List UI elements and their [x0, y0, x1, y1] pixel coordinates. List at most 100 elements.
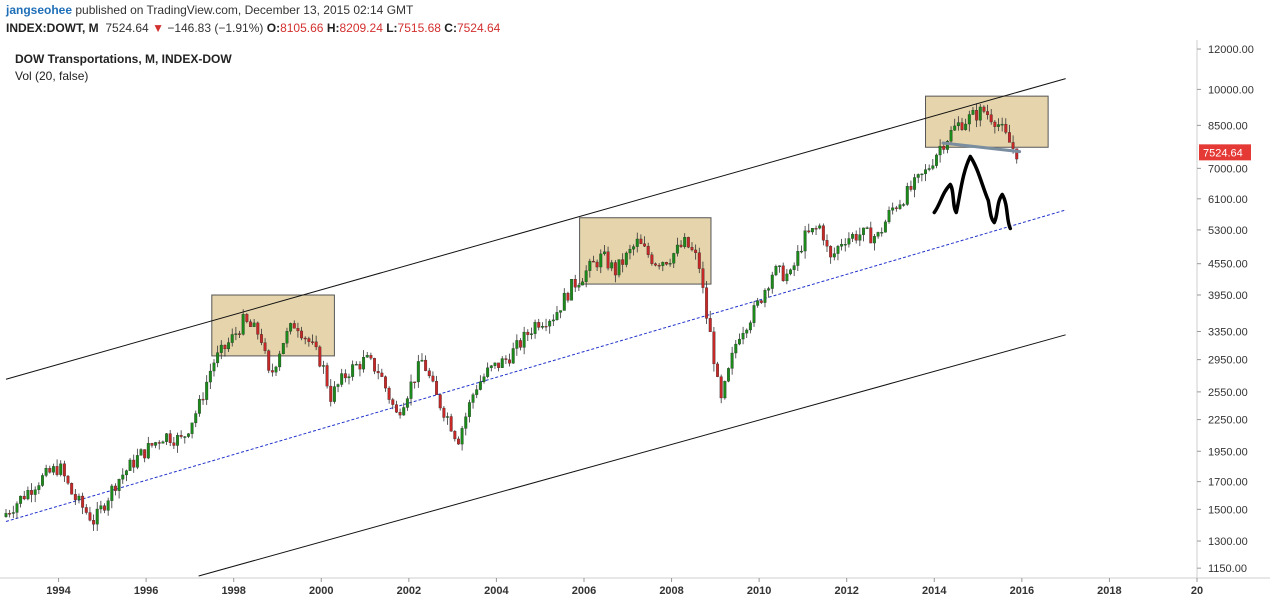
candle-body: [362, 357, 366, 370]
candle-body: [683, 237, 687, 247]
candle-body: [15, 503, 19, 513]
candle-body: [789, 269, 792, 275]
candle-body: [66, 475, 70, 484]
candle-body: [103, 505, 106, 511]
candle-body: [862, 227, 865, 235]
candle-body: [143, 449, 147, 459]
candle-body: [1007, 132, 1011, 143]
candle-body: [887, 210, 891, 223]
candle-body: [292, 323, 296, 329]
y-tick-label: 1150.00: [1208, 563, 1247, 575]
candle-body: [249, 321, 252, 327]
candle-body: [792, 265, 796, 270]
candle-body: [880, 232, 884, 234]
candle-body: [230, 334, 234, 343]
candle-body: [340, 373, 344, 385]
candle-body: [975, 110, 979, 121]
candle-body: [208, 370, 212, 383]
close-label: C:: [444, 21, 457, 35]
candle-body: [150, 443, 154, 446]
candle-body: [121, 474, 125, 480]
candle-body: [734, 343, 738, 354]
candle-body: [44, 468, 48, 476]
candle-body: [595, 261, 599, 268]
x-tick-label: 2016: [1010, 585, 1034, 597]
candle-body: [851, 234, 854, 239]
x-tick-label: 2006: [572, 585, 596, 597]
candle-body: [33, 489, 37, 495]
candle-body: [920, 173, 924, 176]
candle-body: [183, 436, 187, 438]
candle-body: [621, 259, 625, 265]
candle-body: [8, 513, 12, 515]
candle-body: [781, 265, 785, 282]
candle-body: [369, 355, 373, 359]
candle-body: [73, 494, 77, 501]
candle-body: [628, 248, 632, 254]
x-tick-label: 1998: [221, 585, 245, 597]
candle-body: [263, 342, 267, 351]
candle-body: [157, 442, 161, 444]
candle-body: [679, 244, 683, 247]
candle-body: [555, 312, 559, 321]
candle-body: [847, 238, 851, 245]
candle-body: [219, 344, 223, 353]
x-tick-label: 2010: [747, 585, 771, 597]
candle-body: [380, 372, 384, 377]
candle-body: [745, 329, 749, 334]
candle-body: [741, 333, 745, 340]
candle-body: [529, 333, 533, 335]
candle-body: [723, 381, 727, 399]
candle-body: [384, 376, 387, 389]
candle-body: [431, 375, 435, 382]
candle-body: [197, 398, 201, 414]
candle-body: [442, 407, 446, 418]
candle-body: [351, 364, 355, 377]
y-tick-label: 6100.00: [1208, 194, 1248, 206]
y-tick-label: 2950.00: [1208, 355, 1248, 367]
candle-body: [931, 165, 935, 169]
candle-body: [617, 259, 621, 276]
candle-body: [289, 323, 293, 332]
author-link[interactable]: jangseohee: [6, 3, 73, 17]
candle-body: [927, 168, 931, 170]
candle-body: [62, 463, 66, 477]
candle-body: [635, 238, 639, 247]
x-tick-label: 2000: [309, 585, 333, 597]
candle-body: [719, 376, 723, 399]
candle-body: [902, 204, 906, 206]
candle-body: [869, 227, 873, 244]
volume-label: Vol (20, false): [15, 69, 89, 83]
candle-body: [110, 485, 114, 501]
candle-body: [639, 238, 643, 244]
y-tick-label: 1500.00: [1208, 504, 1248, 516]
x-tick-label: 2012: [834, 585, 858, 597]
high-value: 8209.24: [339, 21, 383, 35]
candle-body: [270, 370, 274, 373]
candle-body: [322, 365, 325, 367]
candle-body: [478, 381, 482, 390]
candle-body: [577, 285, 581, 288]
candle-body: [559, 310, 563, 313]
candle-body: [807, 230, 811, 233]
candle-body: [964, 123, 968, 130]
candle-body: [712, 331, 716, 365]
candle-body: [424, 359, 428, 371]
candle-body: [303, 337, 307, 340]
candle-body: [416, 361, 420, 383]
candle-body: [59, 463, 63, 475]
candle-body: [686, 237, 690, 248]
candle-body: [759, 300, 763, 303]
candle-body: [471, 394, 475, 403]
last-price: 7524.64: [105, 21, 149, 35]
y-tick-label: 4550.00: [1208, 259, 1248, 271]
candle-body: [124, 470, 128, 476]
price-chart[interactable]: 12000.00 10000.00 8500.00 7000.00 6100.00 530…: [0, 40, 1270, 609]
candle-body: [690, 247, 694, 251]
candle-body: [562, 292, 566, 311]
candle-body: [752, 305, 756, 323]
x-tick-label: 2008: [659, 585, 683, 597]
candle-body: [77, 495, 81, 501]
candle-body: [179, 435, 183, 437]
candle-body: [967, 114, 971, 125]
